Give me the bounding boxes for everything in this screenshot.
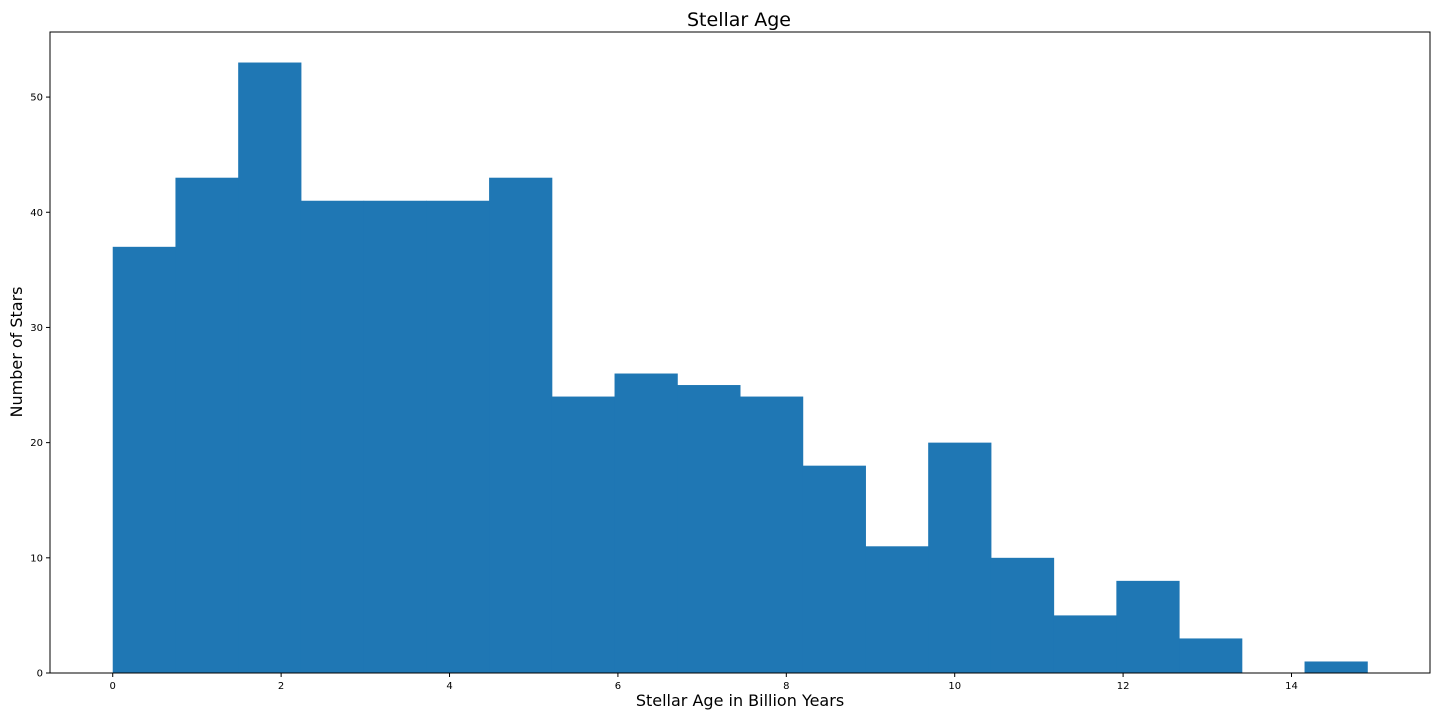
y-axis-label: Number of Stars <box>7 286 26 417</box>
histogram-bar <box>928 442 992 673</box>
x-tick-label: 10 <box>948 681 961 692</box>
x-tick-label: 2 <box>278 681 284 692</box>
x-tick-label: 6 <box>615 681 621 692</box>
histogram-bar <box>489 177 553 673</box>
histogram-bar <box>551 396 616 673</box>
x-axis-label: Stellar Age in Billion Years <box>636 691 844 710</box>
histogram-bar <box>1304 661 1368 673</box>
y-tick-label: 30 <box>30 323 43 334</box>
x-axis-ticks: 0 2 4 6 8 10 12 14 <box>110 673 1298 692</box>
y-tick-label: 0 <box>37 669 43 680</box>
histogram-bar <box>740 396 804 673</box>
y-tick-label: 10 <box>30 553 43 564</box>
histogram-bar <box>238 62 302 674</box>
x-tick-label: 4 <box>446 681 452 692</box>
histogram-bar <box>802 465 866 673</box>
histogram-bar <box>614 373 678 673</box>
histogram-bar <box>426 200 490 674</box>
bars-group <box>112 62 1368 674</box>
x-tick-label: 14 <box>1285 681 1298 692</box>
chart-title: Stellar Age <box>687 9 791 31</box>
x-tick-label: 8 <box>783 681 789 692</box>
histogram-bar <box>175 177 239 673</box>
x-tick-label: 12 <box>1117 681 1130 692</box>
y-tick-label: 40 <box>30 208 43 219</box>
histogram-bar <box>112 246 176 673</box>
histogram-bar <box>363 200 427 674</box>
histogram-bar <box>865 546 929 673</box>
plot-frame <box>49 31 1431 674</box>
y-tick-label: 50 <box>30 93 43 104</box>
histogram-bar <box>1179 638 1243 673</box>
x-tick-label: 0 <box>110 681 116 692</box>
histogram-bar <box>677 385 741 673</box>
histogram-bar <box>1053 615 1117 673</box>
histogram-bar <box>1116 580 1180 673</box>
y-tick-label: 20 <box>30 438 43 449</box>
y-axis-ticks: 0 10 20 30 40 50 <box>30 93 50 680</box>
histogram-bar <box>300 200 365 674</box>
histogram-bar <box>990 557 1055 673</box>
